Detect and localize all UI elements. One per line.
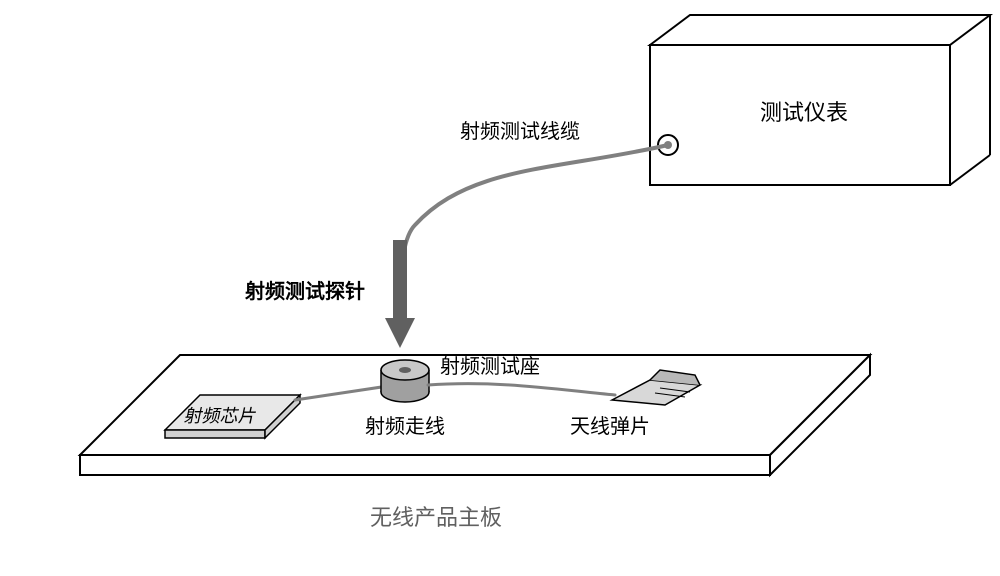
diagram-stage: 测试仪表 射频测试线缆 射频测试探针 射频测试座 射频走线 射频芯片 天线弹片 … <box>0 0 1000 576</box>
socket-label: 射频测试座 <box>440 350 540 379</box>
mainboard-caption: 无线产品主板 <box>370 500 502 532</box>
instrument-label: 测试仪表 <box>760 95 848 127</box>
chip-label: 射频芯片 <box>182 402 260 428</box>
trace-label: 射频走线 <box>365 410 445 439</box>
cable-label: 射频测试线缆 <box>460 115 580 144</box>
rf-cable <box>400 145 668 310</box>
rf-socket <box>381 360 429 402</box>
rf-probe <box>385 240 415 348</box>
antenna-label: 天线弹片 <box>570 410 650 439</box>
diagram-svg <box>0 0 1000 576</box>
probe-label: 射频测试探针 <box>245 275 365 304</box>
